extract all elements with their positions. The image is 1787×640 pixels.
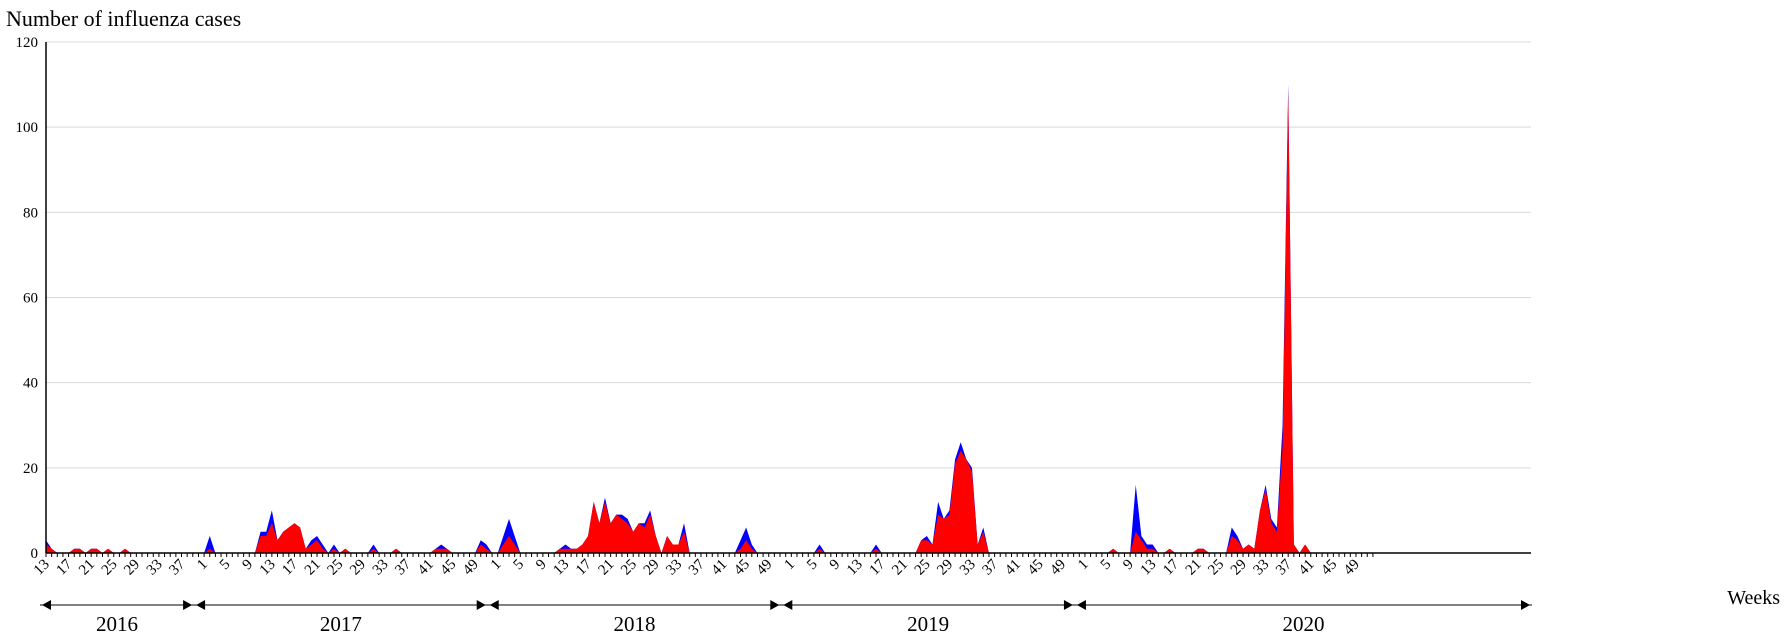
x-tick-label: 25 [1205, 557, 1227, 579]
x-tick-label: 21 [76, 557, 98, 579]
grid-lines [46, 41, 1531, 469]
year-label: 2019 [907, 612, 949, 636]
y-tick-label: 60 [23, 291, 38, 307]
y-tick-label: 120 [16, 35, 39, 51]
x-tick-label: 17 [279, 556, 301, 578]
x-tick-label: 25 [618, 557, 640, 579]
x-tick-label: 17 [573, 556, 595, 578]
x-tick-label: 29 [121, 557, 143, 579]
x-tick-label: 1 [488, 557, 505, 574]
y-tick-label: 0 [31, 546, 39, 562]
x-tick-label: 13 [1138, 557, 1160, 579]
x-tick-label: 49 [754, 557, 776, 579]
x-tick-label: 1 [194, 557, 211, 574]
x-tick-label: 29 [934, 557, 956, 579]
x-tick-label: 25 [912, 557, 934, 579]
x-tick-label: 33 [957, 557, 979, 579]
x-tick-label: 49 [460, 557, 482, 579]
x-tick-label: 49 [1341, 557, 1363, 579]
x-tick-label: 37 [980, 556, 1002, 578]
x-tick-label: 41 [709, 557, 731, 579]
x-tick-label: 13 [257, 557, 279, 579]
area-series-1 [46, 84, 1531, 553]
x-tick-label: 5 [1098, 557, 1115, 574]
x-tick-label: 17 [1160, 556, 1182, 578]
x-tick-label: 25 [99, 557, 121, 579]
x-tick-label: 13 [550, 557, 572, 579]
x-tick-label: 13 [844, 557, 866, 579]
x-tick-label: 33 [663, 557, 685, 579]
arrow-left-icon [1076, 600, 1086, 610]
x-tick-label: 29 [347, 557, 369, 579]
x-tick-label: 45 [1025, 557, 1047, 579]
x-tick-label: 37 [392, 556, 414, 578]
year-label: 2016 [96, 612, 138, 636]
x-tick-label: 33 [1251, 557, 1273, 579]
x-tick-label: 9 [1120, 557, 1137, 574]
arrow-right-icon [476, 600, 486, 610]
axes: 0 20 40 60 80 100 120 [16, 35, 1531, 562]
x-tick-label: 45 [731, 557, 753, 579]
x-tick-label: 17 [867, 556, 889, 578]
x-tick-label: 5 [217, 557, 234, 574]
x-tick-label: 49 [1047, 557, 1069, 579]
x-tick-label: 1 [1075, 557, 1092, 574]
year-label: 2018 [614, 612, 656, 636]
y-tick-label: 100 [16, 120, 39, 136]
x-tick-label: 9 [533, 557, 550, 574]
x-tick-label: 21 [1183, 557, 1205, 579]
y-tick-label: 40 [23, 376, 38, 392]
arrow-right-icon [1521, 600, 1530, 610]
x-tick-labels: 13 17 21 25 29 33 37 1 5 9 13 17 21 25 29 33 37 41 45 49 1 5 9… [31, 553, 1374, 579]
x-tick-label: 37 [686, 556, 708, 578]
x-tick-label: 21 [302, 557, 324, 579]
y-tick-label: 80 [23, 205, 38, 221]
arrow-right-icon [183, 600, 193, 610]
y-axis-title: Number of influenza cases [6, 6, 242, 31]
x-tick-label: 1 [782, 557, 799, 574]
arrow-left-icon [783, 600, 793, 610]
x-tick-label: 25 [325, 557, 347, 579]
x-tick-label: 41 [1002, 557, 1024, 579]
x-tick-label: 9 [240, 557, 257, 574]
x-tick-label: 21 [596, 557, 618, 579]
arrow-right-icon [770, 600, 780, 610]
arrow-left-icon [42, 600, 51, 610]
x-tick-label: 41 [415, 557, 437, 579]
x-tick-label: 33 [370, 557, 392, 579]
x-tick-label: 45 [437, 557, 459, 579]
x-tick-label: 41 [1296, 557, 1318, 579]
x-tick-label: 21 [889, 557, 911, 579]
x-tick-label: 9 [827, 557, 844, 574]
year-markers: 2016 2017 2018 2019 2020 [40, 600, 1532, 636]
year-label: 2020 [1282, 612, 1324, 636]
area-series [46, 84, 1537, 553]
x-tick-label: 17 [54, 556, 76, 578]
x-tick-label: 37 [1273, 556, 1295, 578]
x-tick-label: 33 [144, 557, 166, 579]
y-tick-label: 20 [23, 461, 38, 477]
arrow-left-icon [196, 600, 206, 610]
x-tick-label: 5 [511, 557, 528, 574]
x-tick-label: 5 [804, 557, 821, 574]
area-series-2 [46, 93, 1537, 553]
arrow-left-icon [489, 600, 499, 610]
x-tick-label: 37 [166, 556, 188, 578]
x-tick-label: 45 [1318, 557, 1340, 579]
year-label: 2017 [320, 612, 362, 636]
x-tick-label: 29 [1228, 557, 1250, 579]
arrow-right-icon [1063, 600, 1073, 610]
x-tick-label: 29 [641, 557, 663, 579]
x-axis-title: Weeks [1727, 587, 1780, 609]
